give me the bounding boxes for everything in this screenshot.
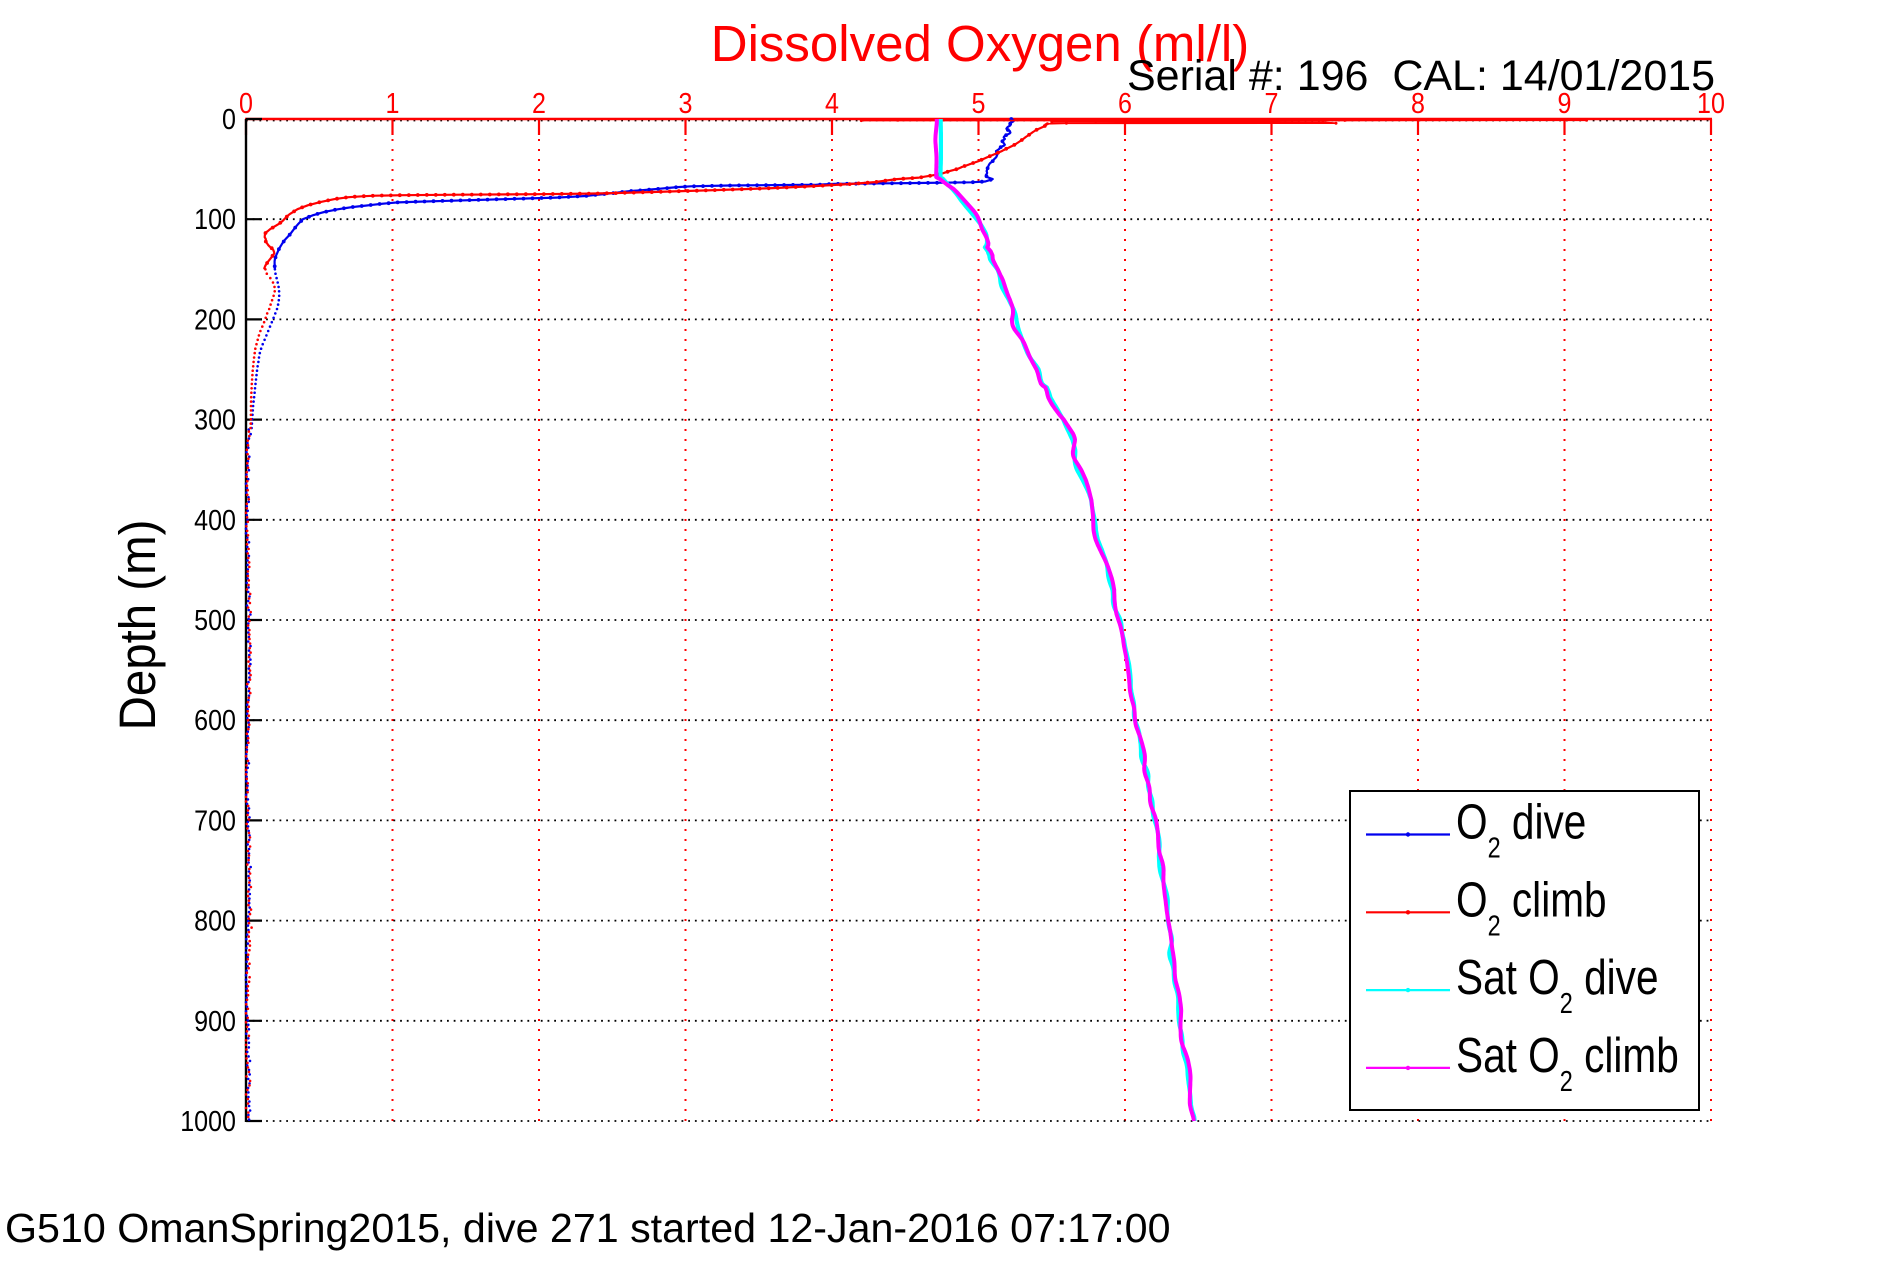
svg-text:3: 3 [679,88,693,120]
svg-text:1000: 1000 [180,1106,236,1138]
svg-text:10: 10 [1697,88,1725,120]
svg-text:6: 6 [1118,88,1132,120]
svg-text:8: 8 [1411,88,1425,120]
svg-text:G510 OmanSpring2015, dive 271: G510 OmanSpring2015, dive 271 started 12… [5,1205,1171,1251]
svg-text:100: 100 [194,204,236,236]
svg-text:0: 0 [239,88,253,120]
svg-text:2: 2 [532,88,546,120]
svg-text:Dissolved Oxygen (ml/l): Dissolved Oxygen (ml/l) [711,15,1249,72]
svg-text:9: 9 [1558,88,1572,120]
svg-text:0: 0 [222,104,236,136]
svg-text:500: 500 [194,605,236,637]
svg-text:7: 7 [1265,88,1279,120]
svg-text:Depth (m): Depth (m) [109,520,166,731]
svg-text:900: 900 [194,1005,236,1037]
svg-text:1: 1 [386,88,400,120]
svg-text:700: 700 [194,805,236,837]
svg-text:4: 4 [825,88,839,120]
svg-text:200: 200 [194,304,236,336]
svg-text:Serial #: 196 CAL: 14/01/2015: Serial #: 196 CAL: 14/01/2015 [1127,52,1715,100]
svg-text:600: 600 [194,705,236,737]
svg-text:300: 300 [194,404,236,436]
svg-text:400: 400 [194,504,236,536]
svg-text:800: 800 [194,905,236,937]
svg-text:5: 5 [972,88,986,120]
